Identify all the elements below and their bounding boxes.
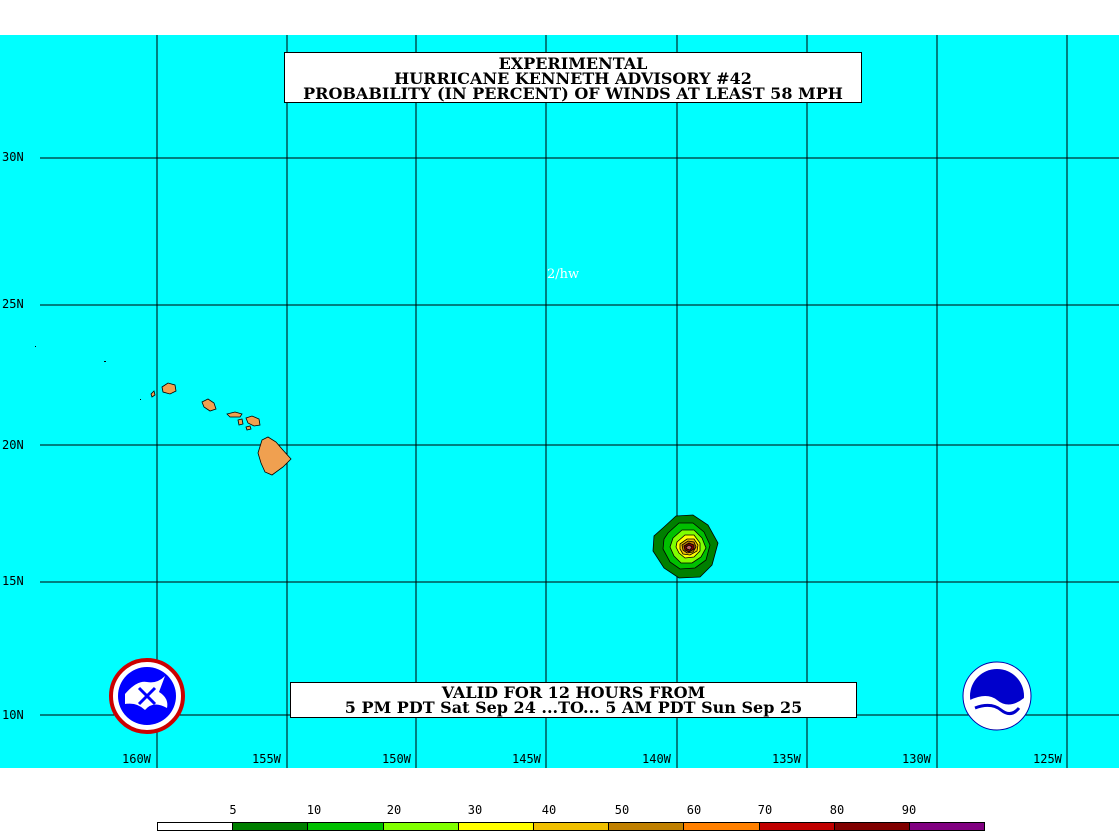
legend-label-90: 90 [901, 803, 917, 817]
island-kauai [161, 382, 177, 395]
title-line-3: PROBABILITY (IN PERCENT) OF WINDS AT LEA… [303, 84, 843, 103]
valid-time-box: VALID FOR 12 HOURS FROM 5 PM PDT Sat Sep… [290, 682, 857, 718]
lat-label-10n: 10N [2, 708, 24, 722]
legend-label-20: 20 [386, 803, 402, 817]
legend-label-70: 70 [757, 803, 773, 817]
legend-swatch-1 [233, 823, 309, 830]
lat-label-20n: 20N [2, 438, 24, 452]
noaa-logo [962, 661, 1032, 731]
legend-label-40: 40 [541, 803, 557, 817]
hawaiian-islands [150, 382, 292, 476]
valid-line-1: VALID FOR 12 HOURS FROM [441, 683, 706, 702]
legend-swatch-8 [759, 823, 835, 830]
lon-label-140w: 140W [642, 752, 671, 766]
legend-label-60: 60 [686, 803, 702, 817]
legend-swatch-3 [383, 823, 459, 830]
title-line-2: HURRICANE KENNETH ADVISORY #42 [394, 69, 752, 88]
island-lanai [237, 418, 244, 426]
lat-label-30n: 30N [2, 150, 24, 164]
title-box: EXPERIMENTAL HURRICANE KENNETH ADVISORY … [284, 52, 862, 103]
legend-swatch-9 [834, 823, 910, 830]
small-islets [35, 346, 141, 400]
legend-swatch-7 [684, 823, 760, 830]
contour-70-80 [685, 544, 693, 551]
valid-line-2: 5 PM PDT Sat Sep 24 ...TO... 5 AM PDT Su… [344, 698, 803, 717]
lon-label-160w: 160W [122, 752, 151, 766]
legend-label-5: 5 [229, 803, 237, 817]
island-oahu [201, 398, 217, 412]
lon-label-130w: 130W [902, 752, 931, 766]
legend-swatch-4 [458, 823, 534, 830]
legend-swatch-10 [909, 823, 985, 830]
legend-label-30: 30 [467, 803, 483, 817]
legend-color-bar [157, 822, 985, 831]
map-graphics [35, 35, 1119, 768]
island-hawaii [257, 436, 292, 476]
legend-swatch-6 [609, 823, 685, 830]
legend-swatch-0 [158, 823, 234, 830]
island-maui [245, 415, 261, 427]
island-molokai [226, 411, 243, 418]
legend-swatch-5 [533, 823, 610, 830]
island-kahoolawe [245, 425, 252, 431]
legend-label-80: 80 [829, 803, 845, 817]
lon-label-145w: 145W [512, 752, 541, 766]
lon-label-155w: 155W [252, 752, 281, 766]
lat-label-25n: 25N [2, 297, 24, 311]
annotation-note: 2/hw [547, 267, 580, 282]
map-canvas: 30N 25N 20N 15N 10N 2/hw EXPERIMENTAL HU… [0, 35, 1119, 768]
legend-label-50: 50 [614, 803, 630, 817]
lon-label-150w: 150W [382, 752, 411, 766]
nws-logo [109, 658, 185, 734]
probability-contours [652, 514, 719, 579]
legend-label-10: 10 [306, 803, 322, 817]
island-niihau [150, 390, 156, 398]
lon-label-125w: 125W [1033, 752, 1062, 766]
title-line-1: EXPERIMENTAL [498, 54, 648, 73]
legend-swatch-2 [308, 823, 384, 830]
lon-label-135w: 135W [772, 752, 801, 766]
grid-lines [40, 35, 1119, 768]
lat-label-15n: 15N [2, 574, 24, 588]
